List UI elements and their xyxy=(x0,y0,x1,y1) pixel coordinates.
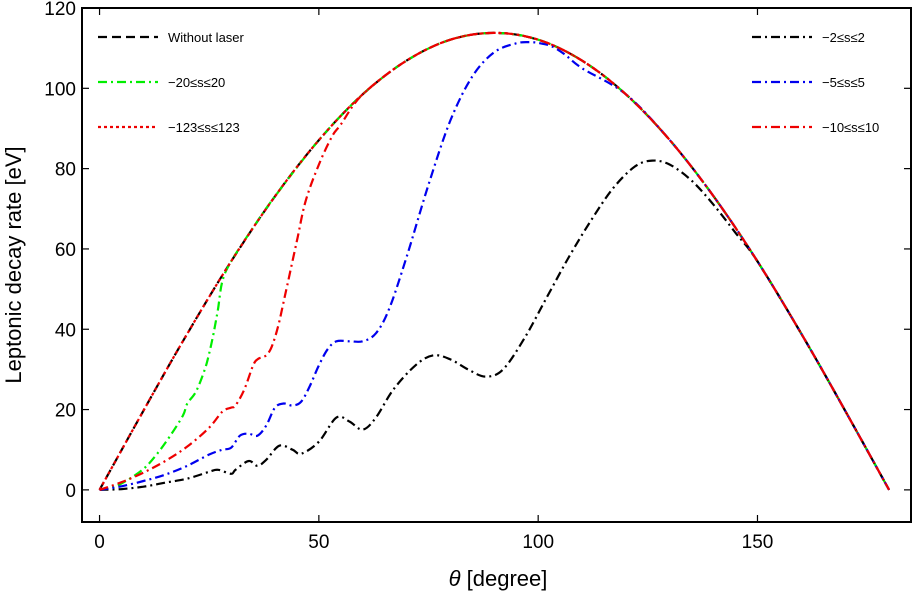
y-tick-label: 80 xyxy=(55,160,76,181)
x-axis-title: θ [degree] xyxy=(449,566,548,591)
legend-label: −5≤s≤5 xyxy=(822,75,865,90)
legend-label: −2≤s≤2 xyxy=(822,30,865,45)
legend-label: −20≤s≤20 xyxy=(168,75,225,90)
y-tick-label: 100 xyxy=(44,79,76,100)
ticks-layer: 0 50 100 150 0 20 40 60 80 100 120 xyxy=(44,0,911,553)
x-tick-label: 0 xyxy=(94,532,105,553)
series-layer xyxy=(98,31,891,491)
y-tick-label: 20 xyxy=(55,401,76,422)
legend: Without laser −20≤s≤20 −123≤s≤123 −2≤s≤2 −5≤… xyxy=(98,30,879,135)
series-line-5-10-s-10 xyxy=(99,31,891,491)
legend-label: −123≤s≤123 xyxy=(168,120,240,135)
x-tick-label: 50 xyxy=(308,532,329,553)
legend-label: Without laser xyxy=(168,30,245,45)
series-line-3-2-s-2 xyxy=(99,159,891,491)
legend-label: −10≤s≤10 xyxy=(822,120,879,135)
x-tick-label: 150 xyxy=(742,532,774,553)
series-line-2-123-s-123 xyxy=(98,31,891,491)
series-line-0-without-laser xyxy=(98,31,891,491)
y-tick-label: 120 xyxy=(44,0,76,20)
y-tick-label: 40 xyxy=(55,320,76,341)
x-axis-symbol: θ xyxy=(449,566,461,591)
y-tick-label: 0 xyxy=(65,481,76,502)
series-line-1-20-s-20 xyxy=(99,31,891,491)
y-axis-title: Leptonic decay rate [eV] xyxy=(1,146,26,383)
plot-frame xyxy=(81,7,912,523)
x-axis-unit: [degree] xyxy=(461,566,548,591)
series-line-4-5-s-5 xyxy=(99,40,891,491)
y-tick-label: 60 xyxy=(55,240,76,261)
x-tick-label: 100 xyxy=(522,532,554,553)
